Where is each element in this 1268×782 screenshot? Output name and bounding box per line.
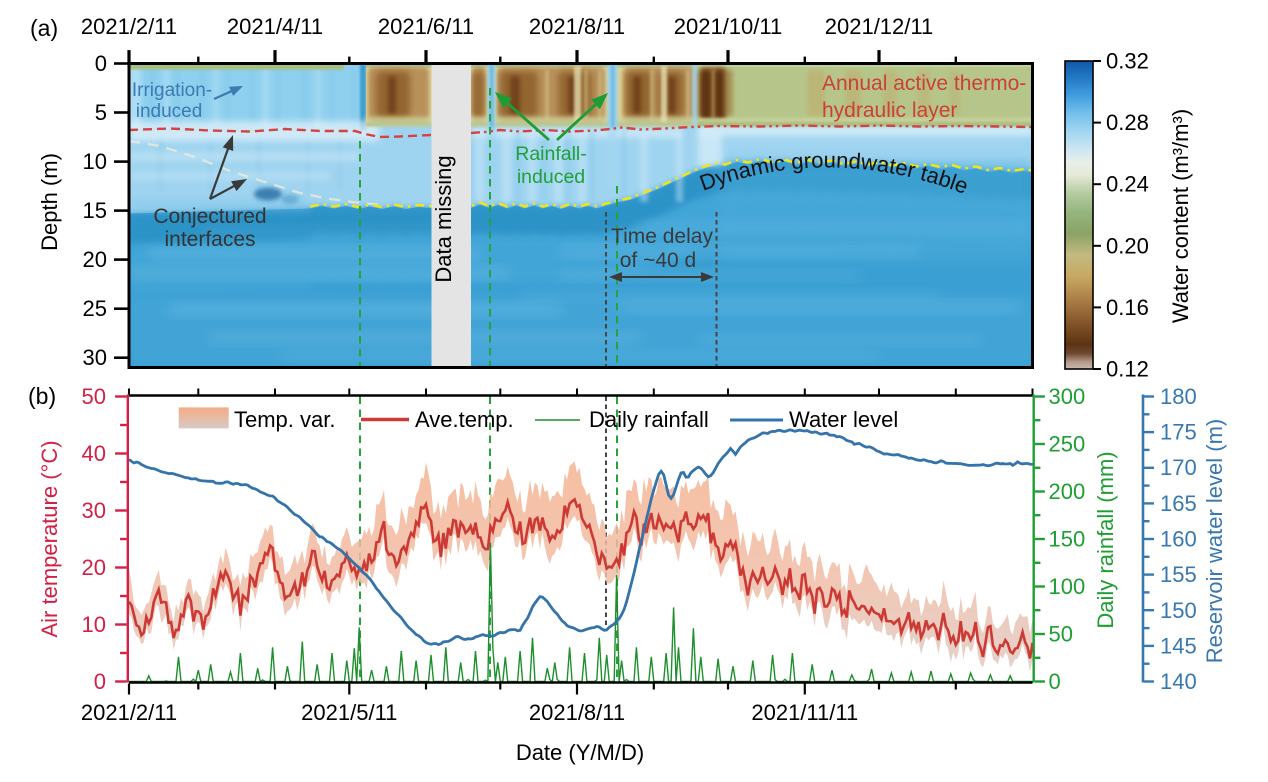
- svg-text:induced: induced: [136, 101, 203, 122]
- svg-text:Annual active thermo-: Annual active thermo-: [822, 72, 1026, 95]
- svg-text:hydraulic layer: hydraulic layer: [822, 99, 957, 122]
- svg-text:Temp. var.: Temp. var.: [234, 407, 335, 432]
- svg-text:2021/8/11: 2021/8/11: [529, 14, 625, 39]
- svg-text:0: 0: [94, 669, 106, 694]
- svg-text:20: 20: [82, 555, 106, 580]
- svg-text:induced: induced: [517, 166, 585, 188]
- svg-text:0.28: 0.28: [1106, 110, 1149, 135]
- svg-text:Air temperature (°C): Air temperature (°C): [37, 440, 62, 637]
- svg-text:of ~40 d: of ~40 d: [620, 249, 696, 272]
- svg-text:10: 10: [83, 149, 107, 174]
- svg-text:Date (Y/M/D): Date (Y/M/D): [516, 740, 644, 765]
- svg-text:Irrigation-: Irrigation-: [132, 80, 212, 101]
- svg-text:250: 250: [1049, 432, 1086, 457]
- svg-text:10: 10: [82, 612, 106, 637]
- svg-text:Rainfall-: Rainfall-: [515, 143, 587, 165]
- svg-text:Ave.temp.: Ave.temp.: [415, 407, 514, 432]
- svg-text:100: 100: [1049, 574, 1086, 599]
- svg-text:30: 30: [83, 345, 107, 370]
- svg-text:0.32: 0.32: [1106, 49, 1149, 74]
- svg-text:20: 20: [83, 247, 107, 272]
- svg-text:40: 40: [82, 441, 106, 466]
- svg-text:50: 50: [82, 384, 106, 409]
- svg-text:2021/12/11: 2021/12/11: [825, 14, 933, 39]
- svg-text:Water content (m³/m³): Water content (m³/m³): [1168, 109, 1193, 323]
- svg-text:Daily rainfall (mm): Daily rainfall (mm): [1093, 451, 1118, 628]
- svg-text:0.12: 0.12: [1106, 357, 1149, 382]
- svg-text:155: 155: [1160, 562, 1197, 587]
- svg-text:150: 150: [1160, 598, 1197, 623]
- svg-text:175: 175: [1160, 420, 1197, 445]
- svg-text:30: 30: [82, 498, 106, 523]
- svg-text:140: 140: [1160, 669, 1197, 694]
- svg-text:165: 165: [1160, 491, 1197, 516]
- svg-text:Data missing: Data missing: [431, 155, 456, 282]
- svg-text:200: 200: [1049, 479, 1086, 504]
- svg-text:Daily rainfall: Daily rainfall: [589, 407, 709, 432]
- svg-text:50: 50: [1049, 622, 1073, 647]
- svg-text:(a): (a): [30, 15, 58, 41]
- svg-text:0.16: 0.16: [1106, 295, 1149, 320]
- svg-text:2021/2/11: 2021/2/11: [81, 700, 177, 725]
- svg-text:25: 25: [83, 296, 107, 321]
- svg-text:180: 180: [1160, 384, 1197, 409]
- svg-text:0: 0: [1049, 669, 1061, 694]
- svg-text:145: 145: [1160, 633, 1197, 658]
- svg-text:160: 160: [1160, 527, 1197, 552]
- svg-text:(b): (b): [28, 383, 56, 409]
- svg-text:2021/10/11: 2021/10/11: [674, 14, 782, 39]
- svg-text:150: 150: [1049, 527, 1086, 552]
- svg-text:0: 0: [95, 51, 107, 76]
- svg-text:300: 300: [1049, 384, 1086, 409]
- svg-text:Reservoir water level (m): Reservoir water level (m): [1202, 419, 1227, 664]
- svg-text:2021/8/11: 2021/8/11: [529, 700, 625, 725]
- svg-text:Depth (m): Depth (m): [37, 153, 62, 251]
- svg-text:Conjectured: Conjectured: [153, 205, 266, 228]
- svg-text:15: 15: [83, 198, 107, 223]
- svg-text:2021/5/11: 2021/5/11: [301, 700, 397, 725]
- svg-text:2021/4/11: 2021/4/11: [227, 14, 323, 39]
- svg-text:170: 170: [1160, 455, 1197, 480]
- svg-text:2021/6/11: 2021/6/11: [378, 14, 474, 39]
- svg-text:5: 5: [95, 100, 107, 125]
- svg-text:0.24: 0.24: [1106, 172, 1149, 197]
- svg-text:2021/2/11: 2021/2/11: [81, 14, 177, 39]
- svg-text:0.20: 0.20: [1106, 233, 1149, 258]
- svg-text:Time delay: Time delay: [611, 225, 713, 248]
- svg-text:2021/11/11: 2021/11/11: [751, 700, 858, 725]
- svg-text:interfaces: interfaces: [164, 228, 255, 251]
- svg-text:Water level: Water level: [789, 407, 898, 432]
